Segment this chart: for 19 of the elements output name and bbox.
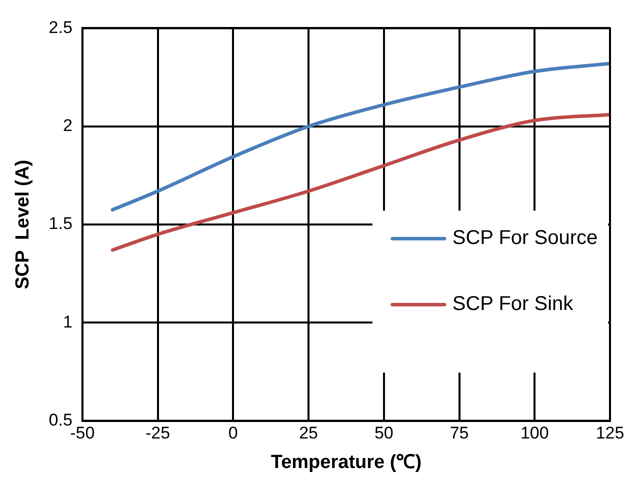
y-axis-title: SCP Level (A) [12, 160, 34, 290]
y-tick-label: 2 [62, 116, 72, 136]
line-series [110, 62, 610, 212]
x-tick-label: 125 [596, 424, 624, 443]
legend-label: SCP For Source [452, 227, 598, 250]
y-tick-label: 0.5 [48, 410, 72, 430]
x-tick-label: 100 [520, 424, 549, 443]
line-series [110, 112, 610, 252]
x-tick-label: 50 [374, 424, 394, 443]
x-tick-label: -25 [146, 424, 170, 443]
y-tick-label: 1.5 [48, 214, 72, 234]
x-tick-label: -50 [70, 424, 95, 443]
y-tick-label: 1 [62, 312, 72, 332]
x-axis-title: Temperature (℃) [270, 452, 422, 473]
y-tick-label: 2.5 [48, 18, 72, 37]
x-tick-label: 25 [299, 424, 318, 443]
x-tick-label: 75 [450, 424, 469, 443]
x-tick-label: 0 [228, 424, 238, 443]
legend-label: SCP For Sink [452, 293, 574, 316]
